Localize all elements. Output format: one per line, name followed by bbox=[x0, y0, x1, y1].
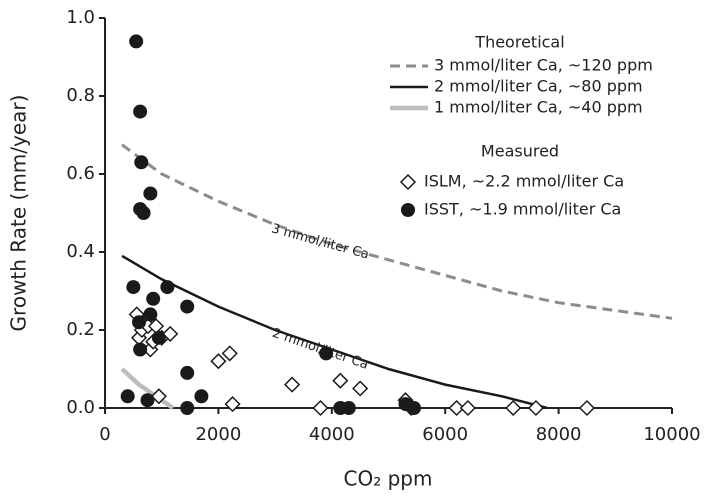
theory-curve bbox=[120, 367, 175, 410]
marker-diamond bbox=[505, 399, 522, 417]
x-tick-label: 6000 bbox=[422, 424, 468, 445]
x-axis-label: CO₂ ppm bbox=[344, 467, 433, 491]
marker-circle bbox=[136, 206, 151, 220]
y-axis-label: Growth Rate (mm/year) bbox=[7, 95, 31, 332]
marker-diamond bbox=[221, 345, 238, 362]
marker-circle bbox=[146, 291, 161, 306]
theory-curve bbox=[121, 143, 673, 320]
marker-diamond bbox=[352, 380, 369, 397]
legend-label: 2 mmol/liter Ca, ~80 ppm bbox=[434, 77, 643, 96]
marker-diamond bbox=[578, 399, 596, 417]
marker-circle bbox=[180, 401, 195, 415]
marker-circle bbox=[126, 280, 141, 295]
marker-diamond bbox=[284, 376, 301, 393]
x-tick-label: 8000 bbox=[536, 424, 582, 445]
marker-circle bbox=[160, 280, 175, 295]
x-tick-label: 10000 bbox=[643, 424, 700, 445]
curve-label: 2 mmol/liter Ca bbox=[270, 326, 370, 373]
marker-circle bbox=[341, 401, 356, 415]
marker-circle bbox=[134, 155, 149, 170]
y-tick-label: 0.0 bbox=[66, 397, 95, 418]
marker-diamond bbox=[448, 399, 465, 417]
marker-circle bbox=[140, 393, 155, 408]
marker-circle bbox=[151, 330, 166, 345]
marker-circle bbox=[133, 342, 148, 357]
marker-circle bbox=[132, 315, 147, 330]
marker-diamond bbox=[210, 353, 227, 370]
marker-diamond bbox=[224, 396, 241, 413]
legend-marker bbox=[399, 173, 417, 191]
marker-diamond bbox=[527, 399, 544, 417]
legend-title: Measured bbox=[481, 142, 559, 161]
y-tick-label: 0.4 bbox=[66, 241, 95, 262]
marker-diamond bbox=[459, 399, 476, 417]
marker-circle bbox=[407, 401, 422, 415]
y-tick-label: 0.2 bbox=[66, 319, 95, 340]
marker-diamond bbox=[332, 372, 349, 389]
legend-label: ISST, ~1.9 mmol/liter Ca bbox=[424, 200, 621, 219]
marker-circle bbox=[133, 104, 148, 119]
marker-circle bbox=[120, 389, 135, 404]
marker-circle bbox=[194, 389, 209, 404]
marker-circle bbox=[143, 186, 158, 201]
marker-circle bbox=[180, 299, 195, 314]
marker-circle bbox=[129, 34, 144, 49]
y-tick-label: 1.0 bbox=[66, 7, 95, 28]
marker-diamond bbox=[150, 388, 167, 405]
theory-curve bbox=[121, 254, 548, 410]
legend-title: Theoretical bbox=[474, 33, 564, 52]
marker-circle bbox=[143, 307, 158, 322]
y-tick-label: 0.6 bbox=[66, 163, 95, 184]
marker-circle bbox=[180, 365, 195, 380]
legend-label: 3 mmol/liter Ca, ~120 ppm bbox=[434, 56, 653, 75]
marker-diamond bbox=[162, 325, 179, 342]
y-tick-label: 0.8 bbox=[66, 85, 95, 106]
legend-label: ISLM, ~2.2 mmol/liter Ca bbox=[424, 172, 624, 191]
x-tick-label: 4000 bbox=[309, 424, 355, 445]
marker-diamond bbox=[312, 399, 329, 417]
legend-marker bbox=[401, 203, 415, 217]
legend-label: 1 mmol/liter Ca, ~40 ppm bbox=[434, 98, 643, 117]
marker-circle bbox=[319, 346, 334, 361]
x-tick-label: 2000 bbox=[195, 424, 241, 445]
x-tick-label: 0 bbox=[99, 424, 110, 445]
curve-label: 3 mmol/liter Ca bbox=[270, 221, 371, 262]
